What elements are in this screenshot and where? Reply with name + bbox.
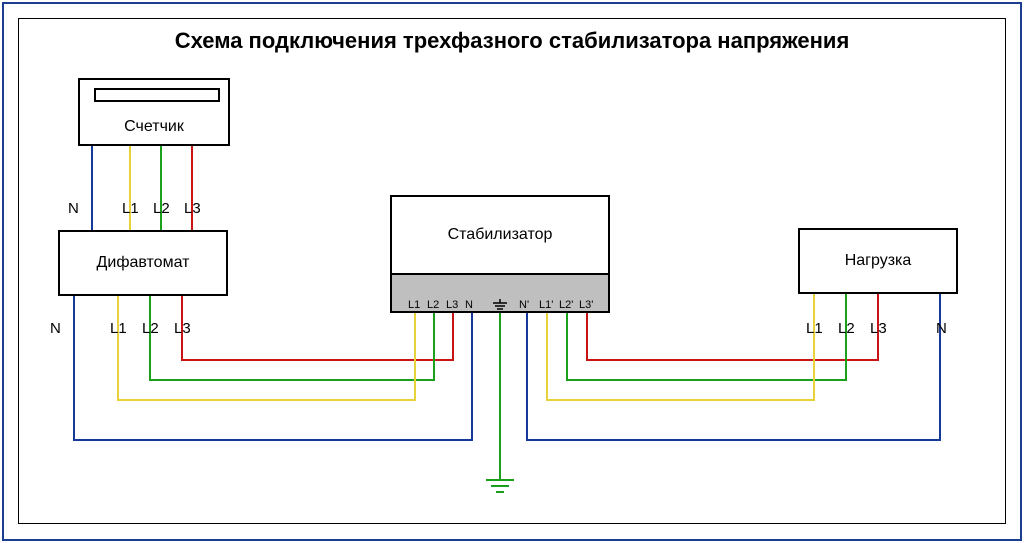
lbl-bot-L2: L2 — [142, 320, 159, 337]
diagram-title: Схема подключения трехфазного стабилизат… — [0, 28, 1024, 54]
ground-icon — [492, 299, 508, 313]
stabilizer-label: Стабилизатор — [448, 226, 553, 244]
lbl-bot-N: N — [50, 320, 61, 337]
lbl-top-L1: L1 — [122, 200, 139, 217]
block-load: Нагрузка — [798, 228, 958, 294]
lbl-top-L3: L3 — [184, 200, 201, 217]
stab-term-out-L2': L2' — [559, 299, 573, 311]
stab-term-out-L3': L3' — [579, 299, 593, 311]
lbl-bot-L3: L3 — [174, 320, 191, 337]
stab-term-in-L1: L1 — [408, 299, 420, 311]
stab-term-out-L1': L1' — [539, 299, 553, 311]
stab-term-out-N': N' — [519, 299, 529, 311]
meter-label: Счетчик — [124, 118, 184, 136]
block-stabilizer-top: Стабилизатор — [390, 195, 610, 273]
lbl-top-L2: L2 — [153, 200, 170, 217]
stab-term-in-L3: L3 — [446, 299, 458, 311]
block-rcbo: Дифавтомат — [58, 230, 228, 296]
rcbo-label: Дифавтомат — [97, 254, 190, 272]
lbl-r-L2: L2 — [838, 320, 855, 337]
lbl-top-N: N — [68, 200, 79, 217]
meter-display-rect — [94, 88, 220, 102]
lbl-bot-L1: L1 — [110, 320, 127, 337]
lbl-r-L1: L1 — [806, 320, 823, 337]
load-label: Нагрузка — [845, 252, 912, 270]
block-meter: Счетчик — [78, 78, 230, 146]
stab-term-in-N: N — [465, 299, 473, 311]
lbl-r-N: N — [936, 320, 947, 337]
stab-term-in-L2: L2 — [427, 299, 439, 311]
lbl-r-L3: L3 — [870, 320, 887, 337]
